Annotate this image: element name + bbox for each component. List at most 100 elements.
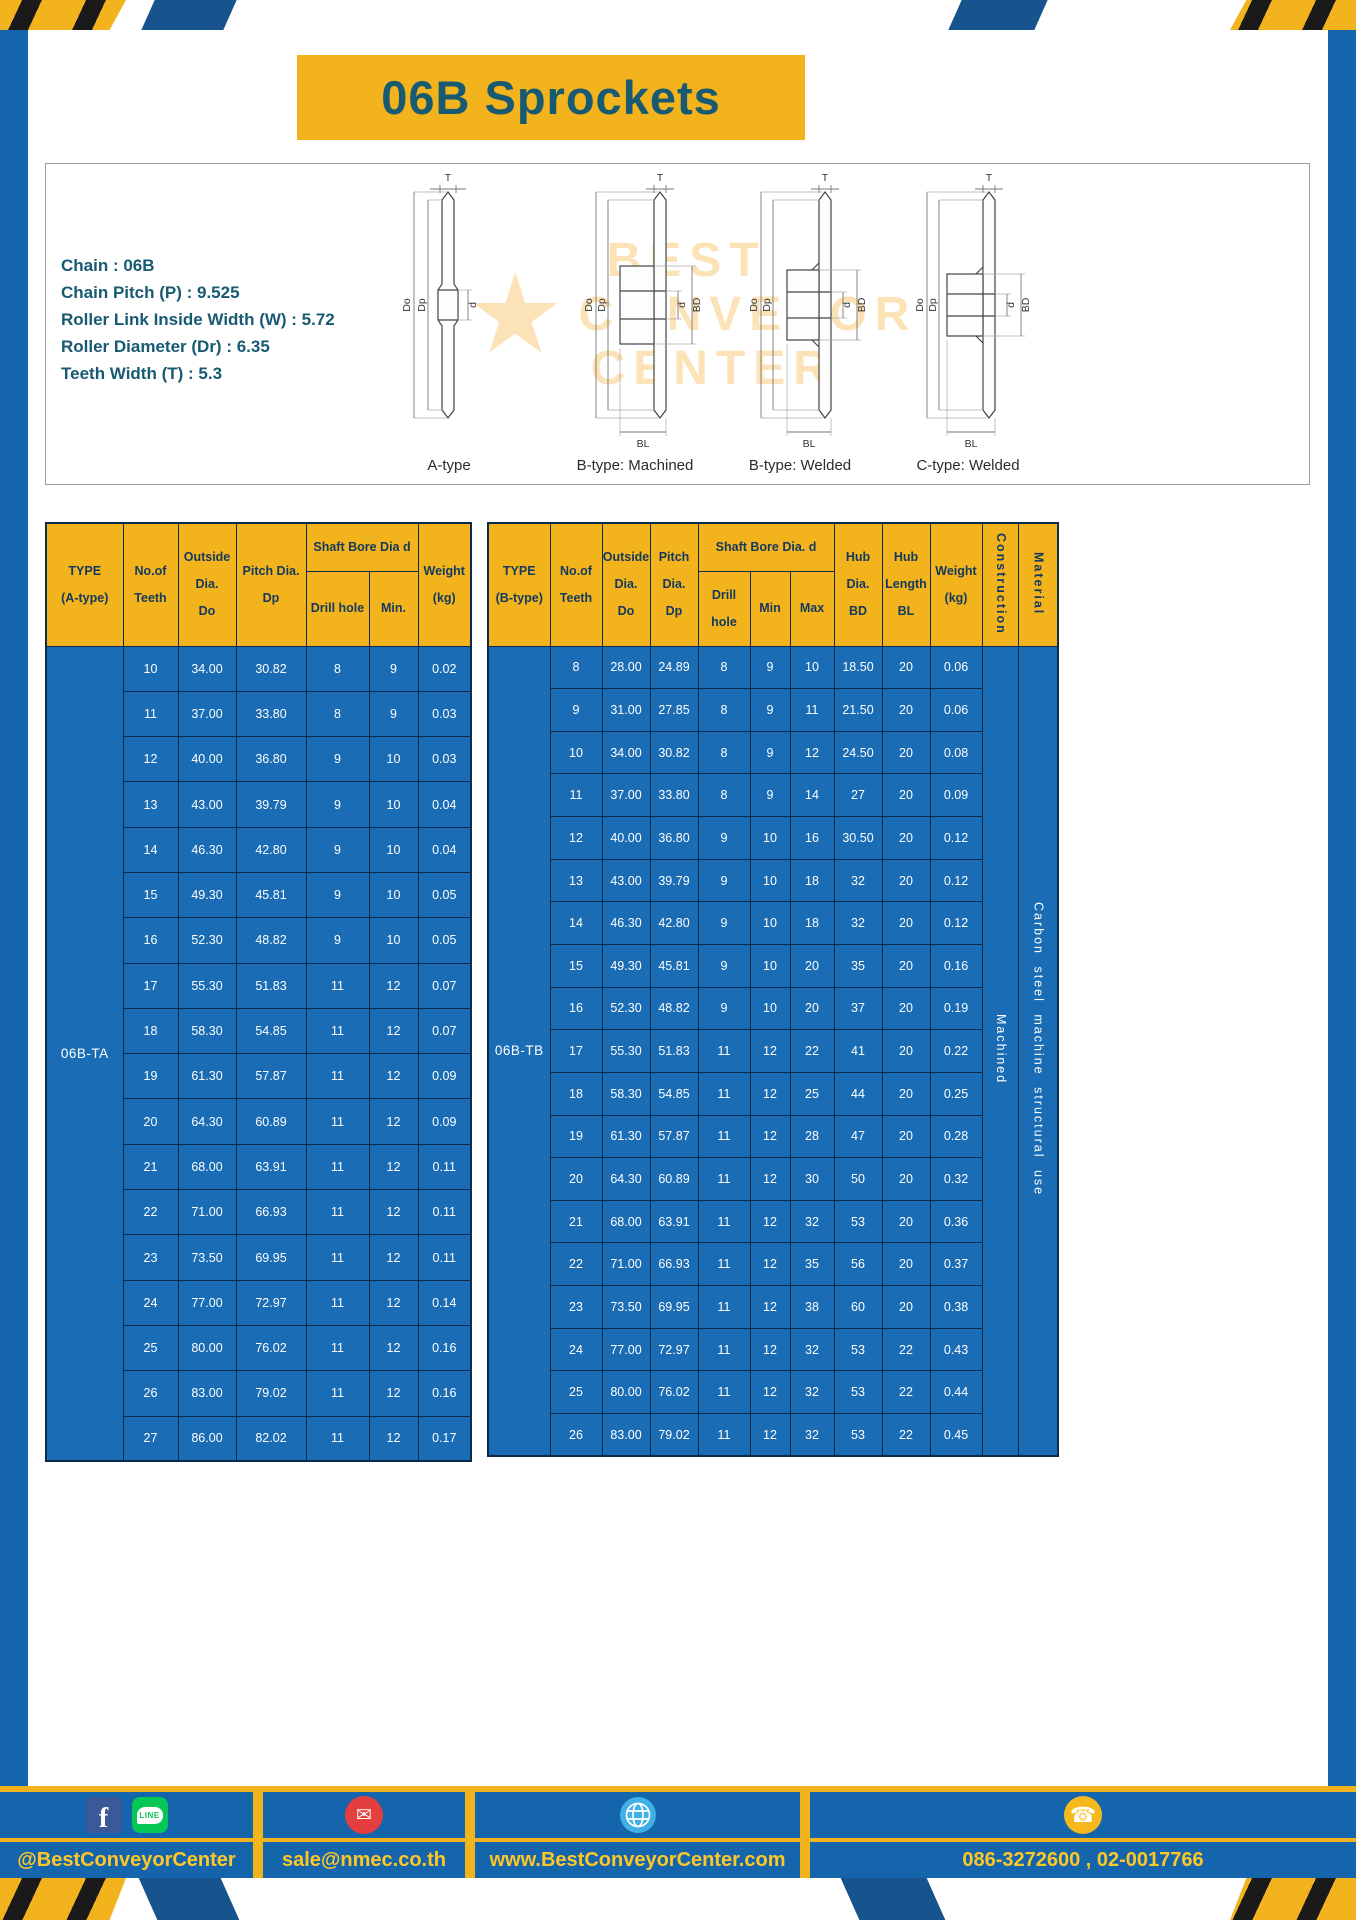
- table-b-cell: 10: [749, 986, 791, 1031]
- table-a-cell: 16: [122, 917, 179, 964]
- table-b-row: 06B-TB 8 28.00 24.89 8 9 10 18.50 20 0.06 Machined…: [487, 645, 1059, 1457]
- table-a-cell: 9: [305, 917, 370, 964]
- sprocket-table-a-type: TYPE (A-type) No.of Teeth Outside Dia. D…: [45, 522, 472, 1463]
- table-b-cell: 11: [697, 1157, 751, 1201]
- dim-label-bl: BL: [803, 438, 816, 450]
- footer-social-handle: @BestConveyorCenter: [17, 1848, 236, 1871]
- table-b-cell: 0.28: [929, 1114, 983, 1159]
- dim-label-do: Do: [748, 298, 760, 312]
- content-card: 06B Sprockets ★ BEST CONVEYOR CENTER Cha…: [28, 30, 1328, 1786]
- table-a-cell: 9: [305, 781, 370, 828]
- table-b-cell: 0.09: [929, 773, 983, 818]
- dim-label-do: Do: [914, 298, 926, 312]
- table-a-cell: 12: [368, 1324, 419, 1372]
- dim-label-do: Do: [583, 298, 595, 312]
- table-a-row: 26 83.00 79.02 11 12 0.16: [46, 1370, 472, 1417]
- table-a-cell: 10: [368, 826, 419, 873]
- table-b-cell: 12: [749, 1157, 791, 1201]
- table-a-row: 22 71.00 66.93 11 12 0.11: [46, 1189, 472, 1236]
- table-b-cell: 26: [549, 1413, 603, 1457]
- table-b-cell: 19: [549, 1114, 603, 1159]
- table-b-cell: 20: [881, 645, 931, 690]
- table-a-header-type: TYPE (A-type): [45, 522, 124, 647]
- table-b-cell: 18.50: [833, 645, 883, 690]
- phone-icon: ☎: [1064, 1796, 1102, 1834]
- table-b-cell: 41: [833, 1029, 883, 1073]
- table-b-cell: 40.00: [601, 816, 651, 860]
- table-a-cell: 39.79: [235, 781, 307, 828]
- table-b-cell: 15: [549, 943, 603, 988]
- table-b-cell: 83.00: [601, 1413, 651, 1457]
- table-b-cell: 0.12: [929, 816, 983, 860]
- dim-label-t: T: [657, 172, 664, 184]
- table-b-cell: 0.22: [929, 1029, 983, 1073]
- dim-label-t: T: [986, 172, 993, 184]
- table-b-cell: 8: [549, 645, 603, 690]
- table-b-cell: 71.00: [601, 1242, 651, 1287]
- table-b-cell: 0.06: [929, 645, 983, 690]
- table-a-cell: 0.14: [417, 1279, 472, 1326]
- table-a-row: 25 80.00 76.02 11 12 0.16: [46, 1324, 472, 1372]
- table-b-cell: 53: [833, 1199, 883, 1244]
- page-title: 06B Sprockets: [381, 71, 721, 124]
- hazard-stripes-right: [1230, 0, 1356, 30]
- table-b-cell: 0.45: [929, 1413, 983, 1457]
- table-b-header-material: Material: [1017, 522, 1059, 647]
- table-a-row: 23 73.50 69.95 11 12 0.11: [46, 1234, 472, 1281]
- table-b-cell: 32: [789, 1199, 835, 1244]
- table-b-cell: 10: [749, 901, 791, 945]
- dim-label-do: Do: [401, 298, 413, 312]
- table-b-cell: 12: [749, 1029, 791, 1073]
- table-a-cell: 54.85: [235, 1007, 307, 1055]
- table-a-cell: 0.04: [417, 781, 472, 828]
- footer-divider-middle: [0, 1838, 1356, 1842]
- spec-line: Roller Diameter (Dr) : 6.35: [61, 337, 270, 356]
- table-a-cell: 19: [122, 1053, 179, 1100]
- table-b-cell: 37: [833, 986, 883, 1031]
- table-a-cell: 24: [122, 1279, 179, 1326]
- table-a-header-outside-dia: Outside Dia. Do: [177, 522, 237, 647]
- table-a-cell: 13: [122, 781, 179, 828]
- table-b-cell: 14: [789, 773, 835, 818]
- phone-glyph: ☎: [1069, 1803, 1097, 1827]
- table-a-cell: 11: [305, 962, 370, 1009]
- table-b-cell: 50: [833, 1157, 883, 1201]
- table-a-cell: 86.00: [177, 1415, 237, 1462]
- table-b-cell: 16: [789, 816, 835, 860]
- table-b-cell: 12: [749, 1071, 791, 1116]
- footer: f LINE ✉ ☎ @BestConveyorCenter sale@nmec…: [0, 1786, 1356, 1878]
- table-a-cell: 66.93: [235, 1189, 307, 1236]
- table-b-row: 17 55.30 51.83 11 12 22 41 20 0.22: [488, 1029, 1058, 1073]
- blue-deco-shape: [136, 1878, 242, 1920]
- table-b-cell: 56: [833, 1242, 883, 1287]
- spec-line: Teeth Width (T) : 5.3: [61, 364, 223, 383]
- table-b-cell: 13: [549, 858, 603, 903]
- table-a-cell: 40.00: [177, 736, 237, 783]
- blue-deco-shape: [946, 0, 1050, 30]
- a-type-diagram: T Do Dp d: [401, 172, 479, 419]
- table-b-cell: 54.85: [649, 1071, 699, 1116]
- table-a-cell: 0.11: [417, 1189, 472, 1236]
- figure-b-type-welded: T Do Dp d: [715, 170, 885, 474]
- table-a-row: 15 49.30 45.81 9 10 0.05: [46, 871, 472, 919]
- table-a-cell: 12: [368, 1053, 419, 1100]
- table-a-cell: 71.00: [177, 1189, 237, 1236]
- line-bubble: LINE: [136, 1806, 163, 1824]
- table-a-cell: 68.00: [177, 1143, 237, 1191]
- table-a-cell: 12: [368, 1370, 419, 1417]
- table-b-cell: 61.30: [601, 1114, 651, 1159]
- table-b-cell: 30.82: [649, 730, 699, 775]
- table-b-cell: 16: [549, 986, 603, 1031]
- table-a-row: 24 77.00 72.97 11 12 0.14: [46, 1279, 472, 1326]
- table-b-cell: 20: [881, 901, 931, 945]
- table-a-cell: 0.04: [417, 826, 472, 873]
- table-a-cell: 60.89: [235, 1098, 307, 1145]
- table-a-cell: 83.00: [177, 1370, 237, 1417]
- table-b-cell: 11: [697, 1242, 751, 1287]
- table-b-cell: 25: [549, 1370, 603, 1415]
- table-a-cell: 0.05: [417, 871, 472, 919]
- table-b-cell: 69.95: [649, 1285, 699, 1329]
- table-a-cell: 45.81: [235, 871, 307, 919]
- table-b-cell: 11: [697, 1071, 751, 1116]
- table-b-cell: 8: [697, 730, 751, 775]
